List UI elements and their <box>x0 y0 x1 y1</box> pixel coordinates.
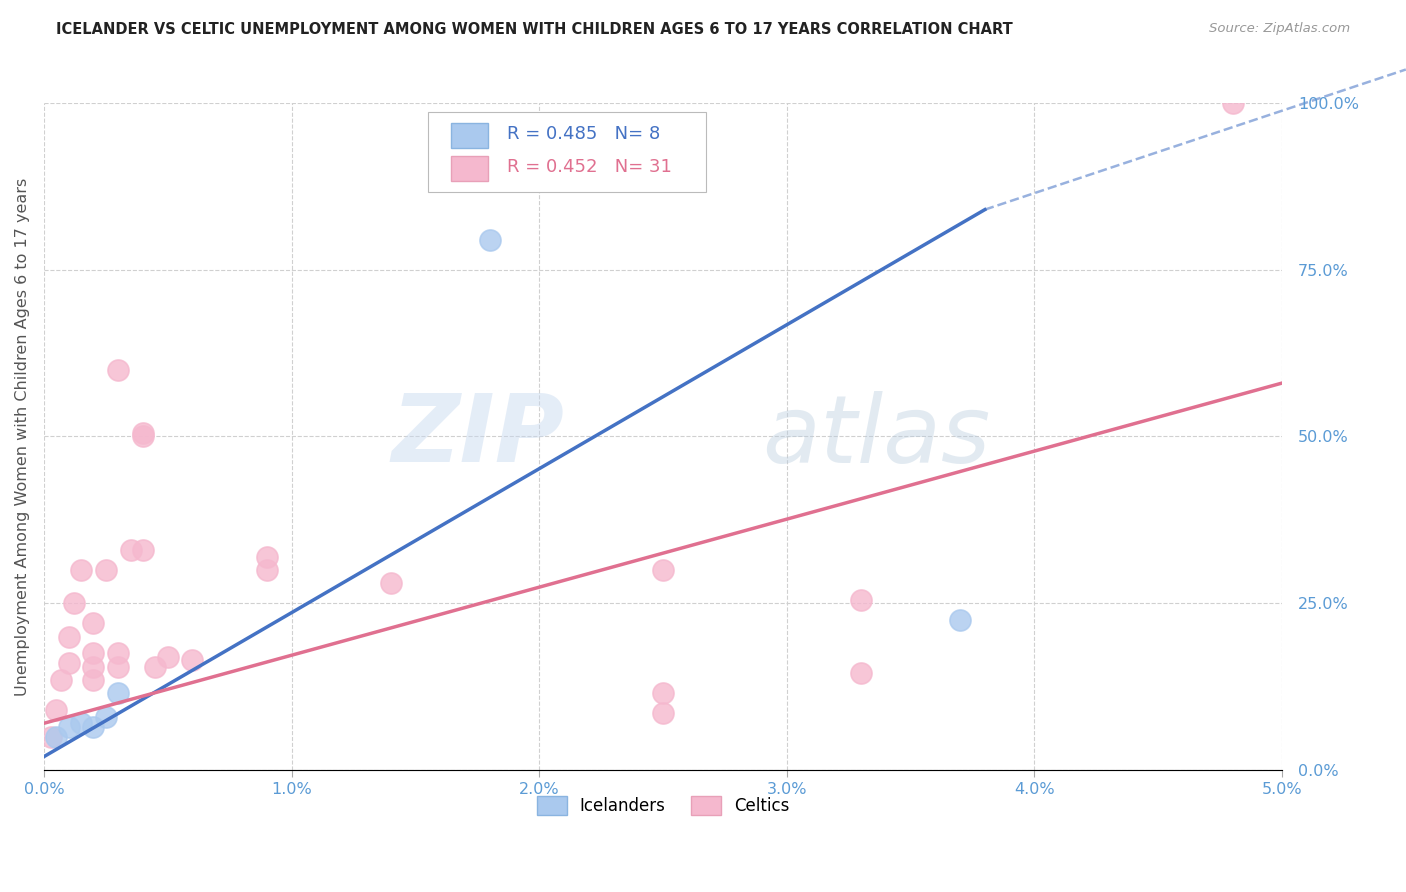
Point <box>82 646 104 660</box>
Point <box>256 563 278 577</box>
Y-axis label: Unemployment Among Women with Children Ages 6 to 17 years: Unemployment Among Women with Children A… <box>15 178 30 696</box>
Point <box>849 593 872 607</box>
Point <box>70 716 93 731</box>
Point <box>380 576 402 591</box>
Point <box>143 659 166 673</box>
Point <box>51 673 73 687</box>
Point <box>478 233 501 247</box>
Point <box>181 653 204 667</box>
Text: Source: ZipAtlas.com: Source: ZipAtlas.com <box>1209 22 1350 36</box>
Point <box>132 542 155 557</box>
Point <box>652 563 675 577</box>
Point <box>82 616 104 631</box>
FancyBboxPatch shape <box>451 155 488 181</box>
Legend: Icelanders, Celtics: Icelanders, Celtics <box>530 789 796 822</box>
Text: R = 0.452   N= 31: R = 0.452 N= 31 <box>508 158 672 176</box>
Point <box>120 542 142 557</box>
Point <box>94 563 117 577</box>
Point <box>45 730 67 744</box>
Point <box>256 549 278 564</box>
Point <box>94 709 117 723</box>
Text: R = 0.485   N= 8: R = 0.485 N= 8 <box>508 125 661 143</box>
Text: ZIP: ZIP <box>391 391 564 483</box>
Point <box>70 563 93 577</box>
Point <box>58 657 80 671</box>
Point <box>58 720 80 734</box>
Point <box>949 613 972 627</box>
Point <box>39 730 62 744</box>
Point <box>82 659 104 673</box>
FancyBboxPatch shape <box>451 122 488 148</box>
Point <box>132 426 155 441</box>
Point <box>132 429 155 443</box>
Point <box>156 649 179 664</box>
Point <box>45 703 67 717</box>
Text: atlas: atlas <box>762 391 990 482</box>
Point <box>107 659 129 673</box>
Point <box>62 596 84 610</box>
Point <box>107 686 129 700</box>
Point <box>82 673 104 687</box>
Text: ICELANDER VS CELTIC UNEMPLOYMENT AMONG WOMEN WITH CHILDREN AGES 6 TO 17 YEARS CO: ICELANDER VS CELTIC UNEMPLOYMENT AMONG W… <box>56 22 1012 37</box>
Point <box>82 720 104 734</box>
Point <box>107 362 129 376</box>
Point <box>652 686 675 700</box>
Point <box>58 630 80 644</box>
Point <box>107 646 129 660</box>
Point <box>1222 95 1244 110</box>
FancyBboxPatch shape <box>427 112 706 192</box>
Point <box>652 706 675 721</box>
Point <box>849 666 872 681</box>
